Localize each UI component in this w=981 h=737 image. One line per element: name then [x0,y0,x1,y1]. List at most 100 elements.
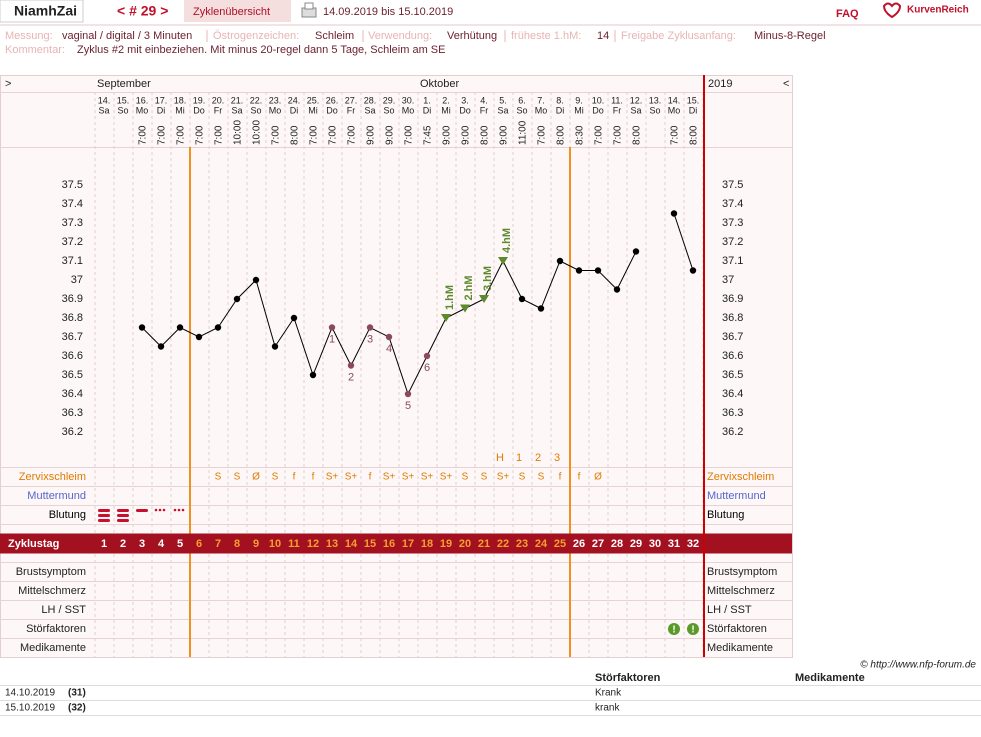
temperature-point [670,210,678,217]
time: 7:00 [347,125,358,145]
cycle-day: 10 [269,538,281,550]
date: 24. [288,95,301,105]
y-tick-label: 36.6 [62,350,83,362]
temperature-point [233,295,241,303]
date: 13. [649,95,662,105]
nav-prev[interactable]: > [5,78,11,90]
weekday: So [516,105,527,115]
faq-link[interactable]: FAQ [836,8,859,20]
temperature-point [347,362,355,369]
row-entry: S+ [345,472,358,483]
row-entry: S+ [383,472,396,483]
temperature-point [385,333,393,341]
row-label: Brustsymptom [16,566,86,578]
info-label: früheste 1.hM: [511,30,581,42]
user-name[interactable]: NiamhZai [14,3,77,19]
time: 8:00 [290,125,301,145]
disturbance-icon [687,623,699,635]
weekday: Mi [175,105,185,115]
tab[interactable]: Zyklenübersicht [193,6,270,18]
row-entry: S+ [402,472,415,483]
point-label: 2.hM [463,275,475,300]
month: September [97,78,151,90]
time: 11:00 [518,120,529,145]
weekday: So [649,105,660,115]
y-tick-label: 36.2 [722,426,743,438]
row-entry: S+ [497,472,510,483]
date: 10. [592,95,605,105]
y-tick-label: 36.3 [62,407,83,419]
row-entry: S [519,472,526,483]
chart-frame [0,75,793,658]
y-tick-label: 36.9 [722,293,743,305]
row-label: Mittelschmerz [18,585,86,597]
cycle-day: 8 [234,538,240,550]
time: 9:00 [385,125,396,145]
time: 7:00 [195,125,206,145]
cycle-day: 5 [177,538,183,550]
y-tick-label: 37.2 [62,236,83,248]
weekday: So [383,105,394,115]
time: 7:00 [309,125,320,145]
weekday: Do [326,105,338,115]
y-tick-label: 36.5 [62,369,83,381]
row-label: LH / SST [41,604,86,616]
temperature-point [594,267,602,274]
date: 29. [383,95,396,105]
comment-label: Kommentar: [5,44,65,56]
info-label: Messung: [5,30,53,42]
disturbance-mark: ! [691,625,694,636]
cycle-day: 23 [516,538,528,550]
row-label: Muttermund [27,490,86,502]
info-value: Schleim [315,30,354,42]
time: 9:00 [499,125,510,145]
time: 7:00 [176,125,187,145]
temperature-point [138,324,146,331]
row-entry: f [312,472,315,483]
weekday: Fr [347,105,356,115]
time: 9:00 [461,125,472,145]
row-entry: S [538,472,545,483]
date: 30. [402,95,415,105]
row-entry: Ø [594,472,602,483]
row-label: Muttermund [707,490,766,502]
time: 9:00 [442,125,453,145]
note-date: 14.10.2019 [5,688,55,699]
row-label: Zervixschleim [707,471,774,483]
weekday: Mo [136,105,149,115]
cycle-day: 31 [668,538,680,550]
time: 7:00 [404,125,415,145]
logo[interactable]: KurvenReich [907,5,969,16]
weekday: Sa [364,105,375,115]
row-entry: f [293,472,296,483]
weekday: Di [423,105,432,115]
temperature-point [556,257,564,265]
nav-next[interactable]: < [783,78,789,90]
cycle-nav[interactable]: < # 29 > [117,3,168,19]
date-range: 14.09.2019 bis 15.10.2019 [323,6,453,18]
weekday: Do [459,105,471,115]
info-value: Verhütung [447,30,497,42]
temperature-point [632,248,640,255]
weekday: Sa [231,105,242,115]
temperature-point [613,286,621,293]
point-label: 3 [367,333,373,345]
temperature-point [498,257,508,265]
temperature-point [404,390,412,398]
print-icon[interactable] [301,2,317,18]
user-box [0,0,84,23]
time: 7:00 [537,125,548,145]
peak-label: 1 [516,452,522,464]
cycle-day: 19 [440,538,452,550]
date: 23. [269,95,282,105]
date: 21. [231,95,244,105]
point-label: 4.hM [501,228,513,253]
point-label: 5 [405,400,411,412]
cycle-day: 30 [649,538,661,550]
temperature-point [214,324,222,331]
month: Oktober [420,78,459,90]
note-text: krank [595,703,620,714]
